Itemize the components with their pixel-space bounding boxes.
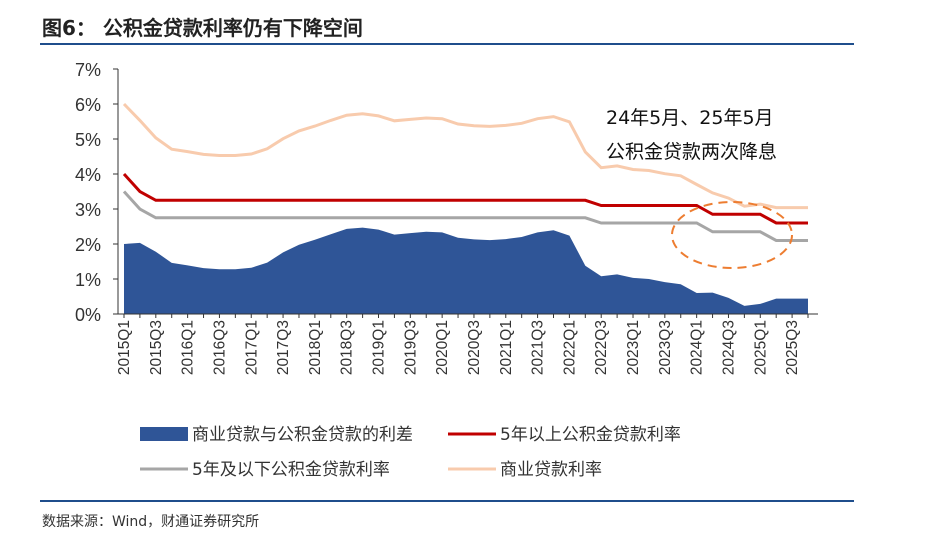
legend-label: 商业贷款利率 (500, 460, 602, 480)
series-line-over5y (122, 172, 808, 225)
x-tick-label: 2018Q3 (339, 320, 356, 375)
x-tick-label: 2025Q3 (784, 320, 801, 375)
x-tick-label: 2021Q1 (498, 320, 515, 375)
series-area-spread (124, 227, 808, 314)
legend: 商业贷款与公积金贷款的利差 5年以上公积金贷款利率 5年及以下公积金贷款利率 商业贷款… (140, 425, 681, 480)
x-tick-label: 2019Q1 (371, 320, 388, 375)
x-tick-label: 2024Q3 (720, 320, 737, 375)
y-tick-label: 6% (75, 95, 101, 115)
series-line-commercial (122, 102, 808, 210)
legend-over5y: 5年以上公积金贷款利率 (448, 425, 681, 445)
x-tick-label: 2019Q3 (402, 320, 419, 375)
axes-layer (113, 68, 818, 318)
area-layer (124, 227, 808, 314)
legend-spread: 商业贷款与公积金贷款的利差 (140, 425, 413, 445)
x-tick-label: 2022Q1 (561, 320, 578, 375)
x-tick-label: 2023Q1 (625, 320, 642, 375)
x-tick-label: 2020Q1 (434, 320, 451, 375)
x-tick-label: 2018Q1 (307, 320, 324, 375)
highlight-ellipse (671, 201, 793, 269)
y-tick-label: 7% (75, 60, 101, 80)
x-tick-label: 2017Q3 (275, 320, 292, 375)
y-tick-label: 0% (75, 305, 101, 325)
x-tick-label: 2016Q3 (211, 320, 228, 375)
x-tick-label: 2017Q1 (243, 320, 260, 375)
x-tick-label: 2025Q1 (752, 320, 769, 375)
x-tick-label: 2015Q3 (148, 320, 165, 375)
top-divider (40, 43, 854, 45)
lines-layer (122, 102, 808, 242)
legend-under5y: 5年及以下公积金贷款利率 (140, 460, 390, 480)
x-tick-label: 2024Q1 (689, 320, 706, 375)
bottom-divider (40, 500, 854, 502)
x-tick-label: 2015Q1 (116, 320, 133, 375)
ticks-layer: 0% 1% 2% 3% 4% 5% 6% 7% 2015Q1 2015Q3 2016Q1 2016Q3… (75, 60, 801, 375)
x-tick-label: 2016Q1 (180, 320, 197, 375)
y-tick-label: 5% (75, 130, 101, 150)
legend-commercial: 商业贷款利率 (448, 460, 602, 480)
x-tick-label: 2023Q3 (657, 320, 674, 375)
y-tick-label: 2% (75, 235, 101, 255)
y-tick-label: 3% (75, 200, 101, 220)
source-note: 数据来源：Wind，财通证券研究所 (42, 514, 260, 530)
legend-swatch (140, 427, 188, 441)
y-tick-label: 1% (75, 270, 101, 290)
y-tick-label: 4% (75, 165, 101, 185)
x-tick-label: 2022Q3 (593, 320, 610, 375)
x-tick-label: 2020Q3 (466, 320, 483, 375)
series-line-under5y (122, 190, 808, 242)
legend-label: 商业贷款与公积金贷款的利差 (192, 425, 413, 445)
chart: 0% 1% 2% 3% 4% 5% 6% 7% 2015Q1 2015Q3 2016Q1 2016Q3… (75, 60, 818, 480)
x-tick-label: 2021Q3 (530, 320, 547, 375)
legend-label: 5年及以下公积金贷款利率 (192, 460, 390, 480)
legend-label: 5年以上公积金贷款利率 (500, 425, 681, 445)
annotation-line-1: 24年5月、25年5月 (606, 107, 774, 129)
annotation-line-2: 公积金贷款两次降息 (606, 141, 777, 163)
figure-title: 图6： 公积金贷款利率仍有下降空间 (42, 16, 363, 40)
